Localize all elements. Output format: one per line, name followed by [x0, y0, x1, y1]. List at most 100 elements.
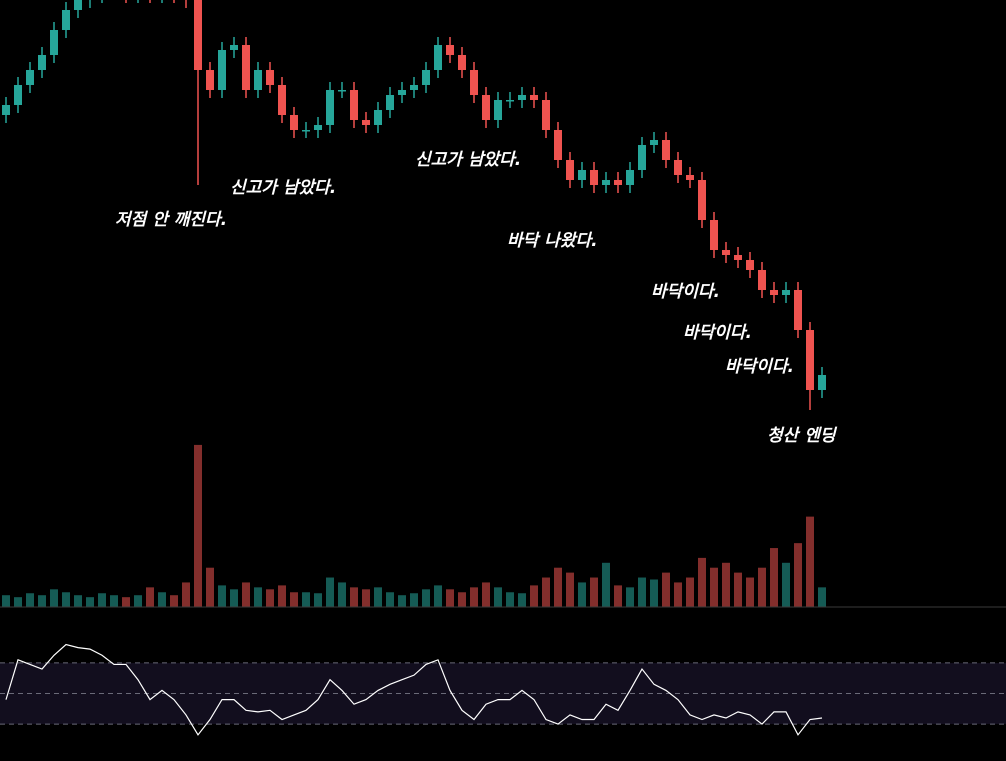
candle-body	[278, 85, 286, 115]
annotation: 바닥 나왔다.	[507, 231, 598, 251]
volume-bar	[158, 592, 166, 607]
volume-bar	[398, 595, 406, 607]
volume-bar	[650, 579, 658, 607]
candle-body	[746, 260, 754, 270]
candle-body	[638, 145, 646, 170]
volume-bar	[806, 516, 814, 607]
candle-body	[458, 55, 466, 70]
volume-bar	[722, 562, 730, 607]
volume-bar	[74, 595, 82, 607]
candle-body	[290, 115, 298, 130]
candle-body	[806, 330, 814, 390]
candle-body	[686, 175, 694, 180]
volume-bar	[554, 567, 562, 607]
volume-bar	[122, 597, 130, 607]
volume-bar	[434, 585, 442, 607]
candle-body	[554, 130, 562, 160]
volume-bar	[62, 592, 70, 607]
volume-bar	[26, 593, 34, 607]
annotation: 청산 엔딩	[767, 426, 838, 446]
candle-body	[470, 70, 478, 95]
candle-body	[710, 220, 718, 250]
candle-body	[602, 180, 610, 185]
volume-bar	[194, 444, 202, 607]
volume-bar	[758, 567, 766, 607]
volume-bar	[698, 557, 706, 607]
volume-bar	[254, 587, 262, 607]
volume-bar	[206, 567, 214, 607]
candle-body	[698, 180, 706, 220]
volume-bar	[38, 595, 46, 607]
candle-body	[230, 45, 238, 50]
volume-bar	[374, 587, 382, 607]
volume-bar	[326, 577, 334, 607]
candle-body	[482, 95, 490, 120]
candle-body	[398, 90, 406, 95]
volume-bar	[266, 589, 274, 607]
volume-bar	[338, 582, 346, 607]
candle-body	[50, 30, 58, 55]
candle-body	[194, 0, 202, 70]
candle-body	[326, 90, 334, 125]
volume-bar	[278, 585, 286, 607]
volume-bar	[626, 587, 634, 607]
volume-bar	[458, 592, 466, 607]
candle-body	[350, 90, 358, 120]
candle-body	[626, 170, 634, 185]
volume-bar	[710, 567, 718, 607]
volume-bar	[134, 595, 142, 607]
volume-bar	[290, 592, 298, 607]
volume-bar	[686, 577, 694, 607]
candle-body	[614, 180, 622, 185]
volume-bar	[542, 577, 550, 607]
candle-body	[590, 170, 598, 185]
candle-body	[530, 95, 538, 100]
volume-bar	[182, 582, 190, 607]
volume-bar	[146, 587, 154, 607]
volume-bar	[662, 572, 670, 607]
candle-body	[674, 160, 682, 175]
volume-bar	[422, 589, 430, 607]
candle-body	[362, 120, 370, 125]
volume-bar	[734, 572, 742, 607]
volume-bar	[350, 587, 358, 607]
volume-bar	[782, 562, 790, 607]
volume-bar	[446, 589, 454, 607]
annotation: 바닥이다.	[725, 357, 794, 377]
candle-body	[662, 140, 670, 160]
candle-body	[446, 45, 454, 55]
candle-body	[254, 70, 262, 90]
volume-bar	[2, 595, 10, 607]
candle-body	[422, 70, 430, 85]
candle-body	[722, 250, 730, 255]
volume-bar	[386, 592, 394, 607]
candle-body	[206, 70, 214, 90]
candle-body	[302, 130, 310, 132]
volume-bar	[818, 587, 826, 607]
volume-bar	[218, 585, 226, 607]
volume-bar	[362, 589, 370, 607]
candle-body	[314, 125, 322, 130]
volume-bar	[230, 589, 238, 607]
candle-body	[758, 270, 766, 290]
volume-bar	[86, 597, 94, 607]
candle-body	[266, 70, 274, 85]
candle-body	[494, 100, 502, 120]
candle-body	[434, 45, 442, 70]
candle-body	[386, 95, 394, 110]
annotation: 신고가 남았다.	[230, 178, 336, 198]
volume-bar	[602, 562, 610, 607]
rsi-line	[5, 643, 823, 736]
candle-body	[650, 140, 658, 145]
candle-body	[782, 290, 790, 295]
candle-body	[14, 85, 22, 105]
volume-bar	[482, 582, 490, 607]
candle-body	[770, 290, 778, 295]
volume-bar	[470, 587, 478, 607]
volume-bar	[794, 543, 802, 607]
volume-bar	[98, 593, 106, 607]
volume-bar	[638, 577, 646, 607]
volume-bar	[674, 582, 682, 607]
